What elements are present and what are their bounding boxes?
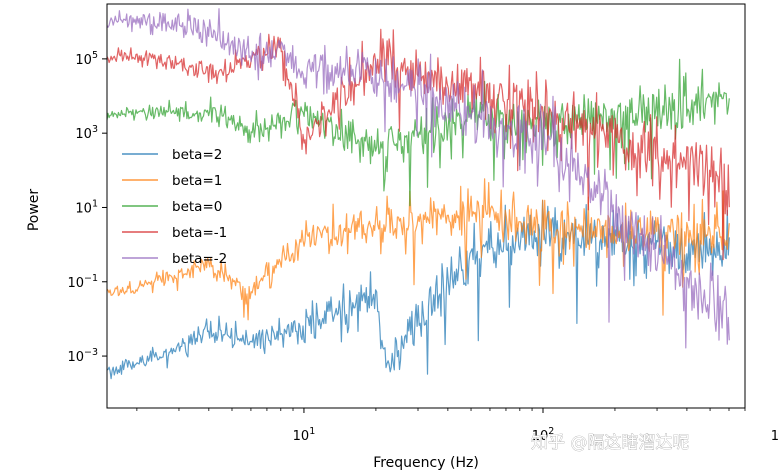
legend-label-beta=1: beta=1 xyxy=(172,173,222,189)
y-tick-label: 101 xyxy=(75,198,98,216)
y-axis-label: Power xyxy=(26,189,42,232)
x-axis-label: Frequency (Hz) xyxy=(373,455,479,471)
y-tick-label: 10−1 xyxy=(67,273,98,291)
x-tick-label: 102 xyxy=(532,426,555,444)
y-tick-label: 10−3 xyxy=(67,347,98,365)
plot-frame xyxy=(106,3,746,409)
legend-label-beta=0: beta=0 xyxy=(172,199,222,215)
legend: beta=2 beta=1 beta=0 beta=-1 beta=-2 xyxy=(122,147,227,267)
series-layer xyxy=(107,8,730,380)
series-line-beta=-2 xyxy=(107,8,730,349)
watermark-text: 知乎 @隔这瞎溜达呢 xyxy=(531,433,689,453)
axes-ticks: 101 102 103 10−3 10−1 101 103 105 xyxy=(67,50,778,444)
x-tick-label: 103 xyxy=(771,426,778,444)
y-tick-label: 103 xyxy=(75,124,98,142)
legend-label-beta=-1: beta=-1 xyxy=(172,225,227,241)
series-line-beta=1 xyxy=(107,178,730,321)
legend-label-beta=2: beta=2 xyxy=(172,147,222,163)
x-tick-label: 101 xyxy=(293,426,316,444)
y-tick-label: 105 xyxy=(75,50,98,68)
series-line-beta=0 xyxy=(107,58,730,207)
legend-label-beta=-2: beta=-2 xyxy=(172,251,227,267)
